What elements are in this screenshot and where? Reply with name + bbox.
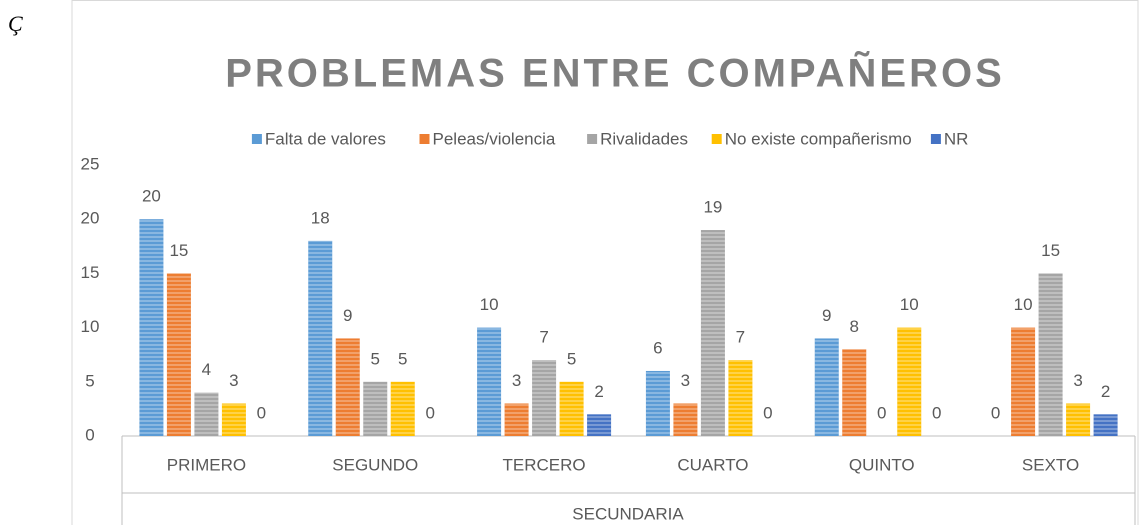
chart-border <box>71 0 1139 525</box>
data-label: 5 <box>371 349 380 368</box>
data-label: 6 <box>653 338 662 357</box>
data-label: 15 <box>1041 241 1060 260</box>
data-label: 3 <box>512 371 521 390</box>
data-label: 5 <box>567 349 576 368</box>
y-tick-label: 25 <box>81 154 100 173</box>
legend-swatch <box>419 134 430 144</box>
x-tick-label: PRIMERO <box>167 455 246 474</box>
legend-swatch <box>930 134 941 144</box>
y-tick-label: 20 <box>81 209 100 228</box>
bar-stripes <box>814 338 839 436</box>
bar-stripes <box>504 403 529 436</box>
y-tick-label: 10 <box>81 317 100 336</box>
data-label: 10 <box>1014 295 1033 314</box>
legend-swatch <box>587 134 598 144</box>
y-tick-label: 0 <box>85 425 94 444</box>
data-label: 10 <box>900 295 919 314</box>
bar-stripes <box>335 338 360 436</box>
bar-stripes <box>532 360 557 436</box>
chart-title: PROBLEMAS ENTRE COMPAÑEROS <box>225 50 1005 96</box>
bar-stripes <box>363 381 388 436</box>
legend-label: No existe compañerismo <box>725 129 912 148</box>
data-label: 18 <box>311 208 330 227</box>
data-label: 0 <box>426 403 435 422</box>
bar-stripes <box>842 349 867 436</box>
bar-stripes <box>559 381 584 436</box>
data-label: 0 <box>257 403 266 422</box>
bar-stripes <box>1011 327 1036 436</box>
bar-stripes <box>390 381 415 436</box>
data-label: 0 <box>763 403 772 422</box>
data-label: 7 <box>736 328 745 347</box>
bar-stripes <box>728 360 753 436</box>
bar-stripes <box>673 403 698 436</box>
bar-stripes <box>477 327 502 436</box>
data-label: 15 <box>169 241 188 260</box>
x-tick-label: SEGUNDO <box>332 455 418 474</box>
data-label: 10 <box>480 295 499 314</box>
data-label: 9 <box>822 306 831 325</box>
y-tick-label: 5 <box>85 371 94 390</box>
bar-stripes <box>194 392 219 436</box>
x-tick-label: CUARTO <box>677 455 748 474</box>
data-label: 0 <box>991 403 1000 422</box>
bar-stripes <box>1038 273 1063 436</box>
x-tick-label: QUINTO <box>849 455 915 474</box>
data-label: 20 <box>142 187 161 206</box>
bar-stripes <box>1066 403 1091 436</box>
data-label: 3 <box>229 371 238 390</box>
data-label: 2 <box>1101 382 1110 401</box>
data-label: 7 <box>539 328 548 347</box>
x-tick-label: TERCERO <box>503 455 586 474</box>
legend-label: NR <box>944 129 969 148</box>
data-label: 4 <box>202 360 211 379</box>
legend-swatch <box>251 134 262 144</box>
legend-swatch <box>711 134 722 144</box>
data-label: 9 <box>343 306 352 325</box>
bar-stripes <box>166 273 191 436</box>
bar-stripes <box>897 327 922 436</box>
corner-text: Ç <box>8 11 23 36</box>
data-label: 0 <box>932 403 941 422</box>
bar-stripes <box>308 240 333 436</box>
bar-stripes <box>139 219 164 436</box>
y-tick-label: 15 <box>81 263 100 282</box>
bar-stripes <box>645 370 670 436</box>
x-axis-label: SECUNDARIA <box>572 504 684 523</box>
data-label: 2 <box>594 382 603 401</box>
legend-label: Rivalidades <box>600 129 688 148</box>
data-label: 5 <box>398 349 407 368</box>
data-label: 3 <box>681 371 690 390</box>
data-label: 3 <box>1073 371 1082 390</box>
bar-stripes <box>587 414 612 436</box>
legend-label: Falta de valores <box>265 129 386 148</box>
bar-stripes <box>700 230 725 436</box>
data-label: 19 <box>703 198 722 217</box>
bar-stripes <box>221 403 246 436</box>
x-tick-label: SEXTO <box>1022 455 1079 474</box>
data-label: 8 <box>850 317 859 336</box>
legend-label: Peleas/violencia <box>433 129 556 148</box>
bar-stripes <box>1093 414 1118 436</box>
data-label: 0 <box>877 403 886 422</box>
